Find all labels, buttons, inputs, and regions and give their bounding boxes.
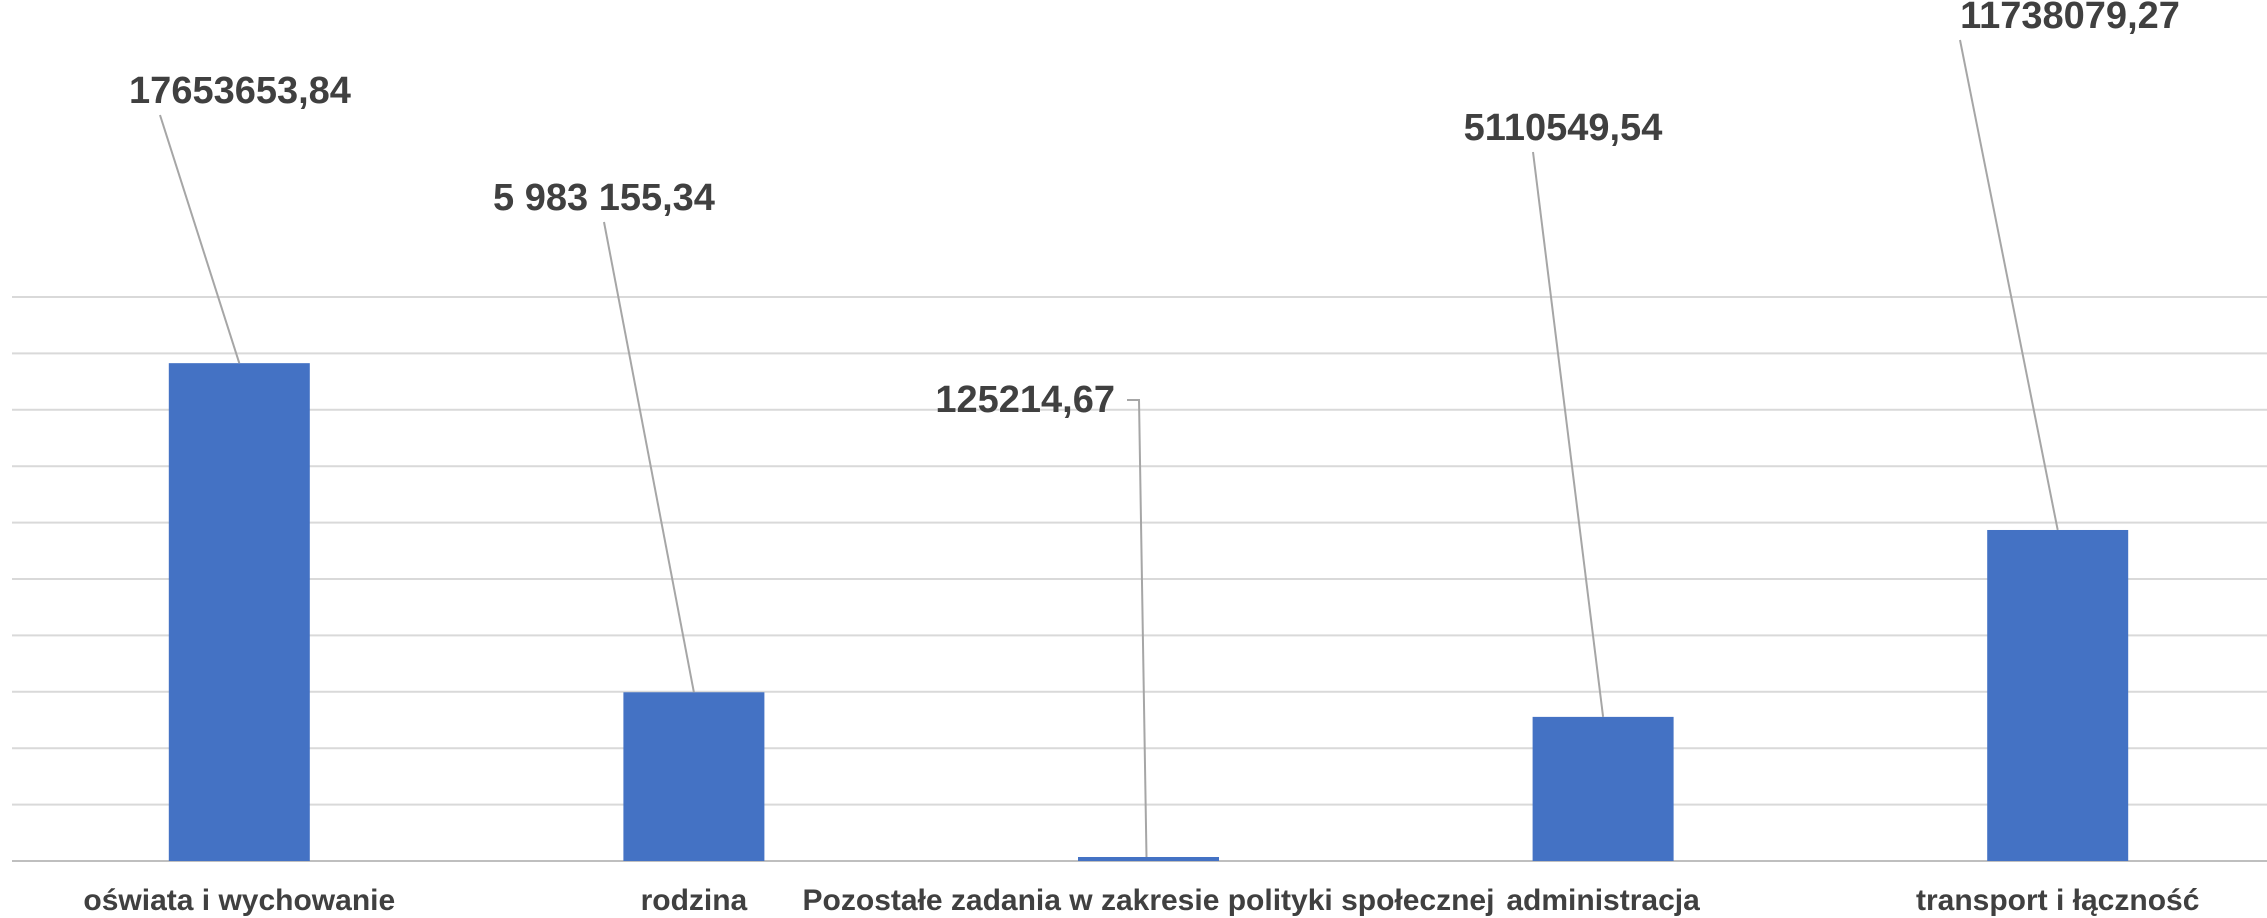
bar: [1532, 716, 1674, 861]
bar: [1987, 529, 2129, 861]
data-label: 125214,67: [935, 379, 1115, 421]
data-labels: 17653653,84 5 983 155,34 125214,67 5110549,…: [129, 0, 2180, 421]
category-label: administracja: [1506, 884, 1700, 917]
data-label: 5110549,54: [1464, 107, 1663, 149]
category-label: Pozostałe zadania w zakresie polityki sp…: [803, 884, 1495, 917]
bar: [623, 692, 765, 861]
category-label: transport i łączność: [1916, 884, 2199, 917]
bar-series: [168, 363, 2129, 861]
bar: [1078, 857, 1219, 861]
data-label-leader-line: [1532, 151, 1605, 718]
data-label-leader-lines: [159, 39, 2059, 858]
category-label: rodzina: [641, 884, 748, 917]
data-label-leader-line: [603, 221, 695, 693]
data-label-leader-line: [1959, 39, 2059, 531]
data-label: 11738079,27: [1960, 0, 2180, 37]
data-label: 5 983 155,34: [493, 177, 715, 219]
data-label-leader-line: [1127, 399, 1148, 858]
data-label: 17653653,84: [129, 70, 351, 112]
gridlines: [12, 296, 2267, 862]
bar: [168, 363, 310, 861]
category-label: oświata i wychowanie: [83, 884, 395, 917]
category-axis-labels: oświata i wychowanie rodzina Pozostałe zad…: [83, 884, 2199, 917]
data-label-leader-line: [159, 114, 241, 364]
